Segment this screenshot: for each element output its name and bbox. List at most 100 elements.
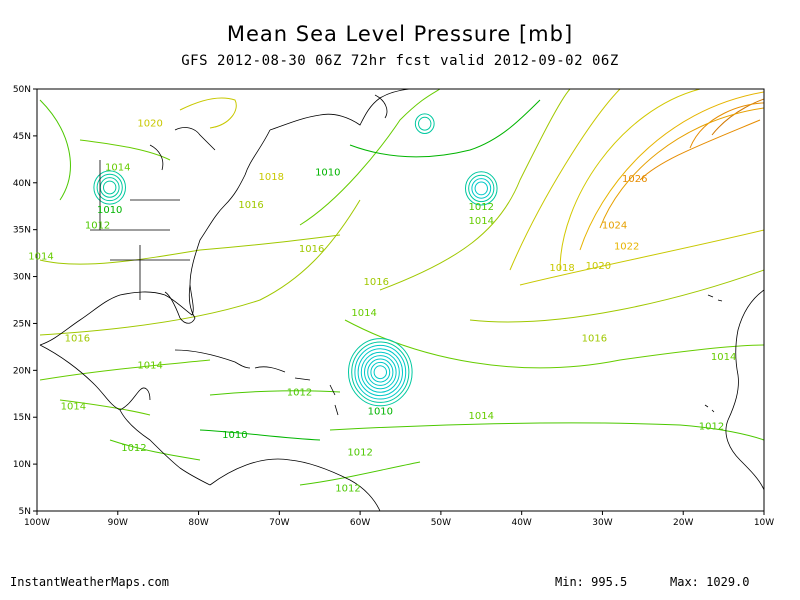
y-tick-label: 35N: [13, 226, 31, 236]
florida: [164, 284, 196, 324]
max-pressure: Max: 1029.0: [670, 575, 750, 589]
map-title: Mean Sea Level Pressure [mb]: [226, 22, 574, 46]
canary-islands: [707, 294, 723, 302]
central-america: [119, 409, 211, 486]
newfoundland-low-ring: [418, 116, 432, 131]
contour-label: 1020: [137, 119, 162, 130]
isobar-1014c: [39, 359, 211, 381]
isobar-1012d: [299, 461, 421, 486]
hurricane-low-ring: [360, 351, 400, 393]
great-plains-low-ring: [96, 173, 123, 202]
coastlines: [39, 89, 764, 511]
contour-label: 1014: [61, 402, 86, 413]
x-tick-label: 70W: [269, 518, 289, 528]
contour-label: 1014: [105, 163, 130, 174]
isobar-1012b: [329, 422, 764, 441]
contour-label: 1014: [711, 352, 736, 363]
isobar-1020: [559, 89, 701, 271]
x-tick-label: 30W: [592, 518, 612, 528]
isobar-1018b: [519, 229, 764, 286]
isobar-1014b: [344, 319, 764, 369]
min-label: Min:: [555, 575, 584, 589]
hurricane-low-ring: [354, 344, 407, 400]
hurricane-low-ring: [364, 355, 397, 390]
x-tick-label: 50W: [431, 518, 451, 528]
lesser-antilles: [329, 384, 339, 416]
min-pressure: Min: 995.5: [555, 575, 627, 589]
contour-label: 1012: [347, 448, 372, 459]
contour-label: 1024: [602, 221, 627, 232]
contour-label: 1012: [469, 202, 494, 213]
great-plains-low-ring: [93, 170, 126, 205]
y-tick-label: 50N: [13, 85, 31, 95]
x-tick-label: 100W: [24, 518, 50, 528]
contour-labels: 1020 1014 1010 1012 1018 1016 1016 1014 1010 1012…: [28, 119, 736, 495]
contour-label: 1012: [335, 483, 360, 494]
south-america-north: [209, 458, 381, 511]
y-tick-label: 15N: [13, 413, 31, 423]
newfoundland-low-ring: [414, 113, 435, 134]
isobar-1014d: [59, 399, 151, 416]
canada-maritimes: [269, 89, 411, 131]
hurricane-low-ring: [348, 338, 413, 407]
contour-label: 1014: [28, 252, 53, 263]
contour-label: 1018: [549, 263, 574, 274]
x-tick-label: 40W: [511, 518, 531, 528]
isobar-1026b: [639, 119, 761, 181]
contour-label: 1012: [699, 421, 724, 432]
isobar-1012c: [109, 439, 201, 461]
mid-atlantic-low-ring: [468, 174, 495, 203]
hurricane-low-ring: [373, 365, 388, 380]
isobar-1016d: [39, 234, 341, 265]
hispaniola: [254, 366, 286, 373]
isobar-1022: [579, 91, 764, 251]
mid-atlantic-low-ring: [471, 178, 492, 199]
contour-label: 1010: [97, 205, 122, 216]
contour-label: 1014: [469, 411, 494, 422]
contour-label: 1016: [364, 277, 389, 288]
us-state-lines: [90, 160, 190, 300]
cape-verde: [704, 404, 715, 413]
y-tick-label: 25N: [13, 319, 31, 329]
contour-label: 1016: [582, 333, 607, 344]
gulf-mexico: [39, 344, 151, 411]
isobar-1028: [711, 98, 764, 136]
hurricane-low-ring: [357, 348, 404, 397]
contour-label: 1022: [614, 241, 639, 252]
x-tick-label: 60W: [350, 518, 370, 528]
contour-label: 1026: [622, 174, 647, 185]
contour-label: 1012: [85, 221, 110, 232]
max-value: 1029.0: [706, 575, 750, 589]
max-label: Max:: [670, 575, 699, 589]
mid-atlantic-low-ring: [464, 171, 498, 206]
isobar-layer: [39, 89, 764, 486]
x-tick-label: 10W: [754, 518, 774, 528]
great-lakes: [149, 127, 216, 171]
x-axis: 100W 90W 80W 70W 60W 50W 40W 30W 20W 10W: [24, 511, 774, 528]
x-tick-label: 20W: [673, 518, 693, 528]
map-subtitle: GFS 2012-08-30 06Z 72hr fcst valid 2012-…: [181, 53, 619, 69]
isobar-1018: [509, 89, 621, 271]
contour-label: 1012: [121, 443, 146, 454]
contour-label: 1010: [222, 430, 247, 441]
contour-label: 1012: [287, 388, 312, 399]
y-tick-label: 30N: [13, 273, 31, 283]
isobar-1016b: [469, 269, 764, 323]
y-tick-label: 20N: [13, 366, 31, 376]
plot-frame: [36, 88, 765, 512]
contour-label: 1016: [299, 244, 324, 255]
isobar-1010b: [349, 99, 541, 158]
site-credit: InstantWeatherMaps.com: [10, 575, 169, 589]
isobar-1024: [599, 107, 764, 229]
y-tick-label: 5N: [19, 507, 31, 517]
y-tick-label: 45N: [13, 132, 31, 142]
mid-atlantic-low-ring: [474, 181, 488, 196]
hurricane-low-ring: [367, 358, 394, 386]
newfoundland: [374, 94, 388, 119]
contour-label: 1010: [368, 406, 393, 417]
cuba: [174, 349, 251, 369]
y-tick-label: 10N: [13, 460, 31, 470]
contour-label: 1016: [238, 200, 263, 211]
contour-label: 1018: [259, 172, 284, 183]
